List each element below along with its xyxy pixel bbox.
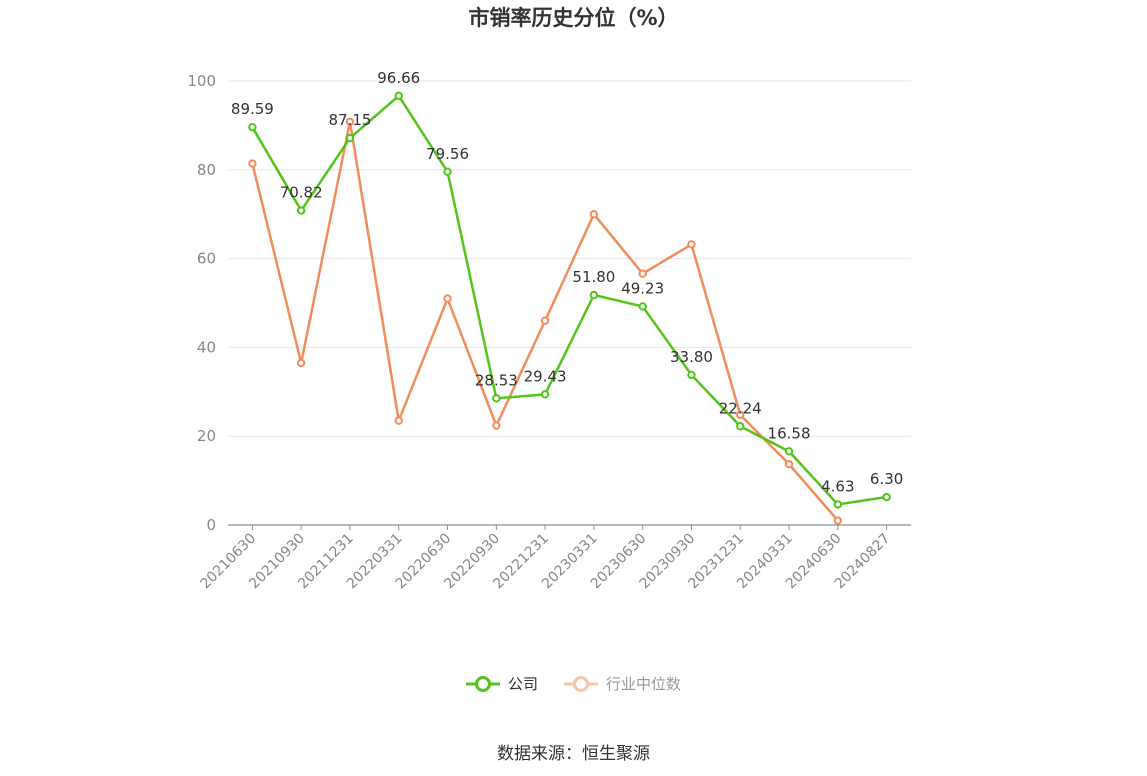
- data-label: 96.66: [377, 69, 420, 87]
- data-label: 89.59: [231, 100, 274, 118]
- data-point-0: [345, 133, 355, 143]
- data-point-0: [296, 206, 306, 215]
- data-point-0: [492, 394, 501, 403]
- data-label: 70.82: [280, 184, 323, 202]
- data-point-1: [296, 358, 306, 368]
- data-point-1: [540, 316, 550, 325]
- legend-label-company: 公司: [507, 675, 538, 693]
- data-label: 28.53: [475, 371, 518, 389]
- data-point-0: [736, 422, 745, 431]
- data-point-0: [882, 492, 891, 502]
- y-tick-label: 40: [197, 338, 216, 356]
- y-tick-label: 20: [197, 427, 216, 445]
- legend-label-industry-median: 行业中位数: [606, 675, 682, 693]
- data-label: 22.24: [719, 399, 762, 417]
- data-point-0: [589, 290, 599, 300]
- data-point-1: [687, 240, 696, 249]
- data-point-0: [443, 167, 452, 176]
- data-point-1: [492, 421, 501, 430]
- gridlines: [228, 80, 911, 437]
- data-point-1: [589, 210, 599, 219]
- data-point-1: [833, 516, 843, 525]
- y-tick-label: 100: [187, 72, 216, 90]
- data-label: 16.58: [768, 424, 811, 442]
- data-point-1: [443, 294, 452, 303]
- data-point-0: [540, 390, 550, 399]
- data-point-1: [736, 410, 745, 420]
- data-point-0: [687, 370, 696, 380]
- data-point-1: [248, 159, 257, 168]
- data-source: 数据来源：恒生聚源: [497, 744, 650, 764]
- data-label: 29.43: [524, 367, 567, 385]
- legend-item-industry-median[interactable]: 行业中位数: [564, 673, 681, 694]
- series: [248, 91, 891, 525]
- data-label: 51.80: [572, 268, 615, 286]
- axes: 0204060801002021063020210930202112312022…: [187, 72, 911, 592]
- y-tick-label: 0: [206, 516, 216, 534]
- data-point-1: [345, 117, 355, 127]
- series-line-0: [251, 94, 887, 506]
- legend-industry-marker-icon: [564, 675, 598, 692]
- data-label: 79.56: [426, 145, 469, 163]
- y-tick-label: 80: [197, 161, 216, 179]
- chart-title: 市销率历史分位（%）: [468, 6, 679, 30]
- data-point-1: [784, 459, 794, 469]
- legend-company-marker-icon: [465, 675, 500, 692]
- data-label: 49.23: [621, 279, 664, 297]
- data-point-0: [833, 500, 843, 509]
- data-point-0: [248, 123, 257, 132]
- data-label: 6.30: [870, 470, 903, 488]
- data-point-1: [394, 416, 403, 425]
- data-label: 87.15: [328, 111, 371, 129]
- data-labels: 89.59 70.82 87.15 96.66 79.56 28.53 29.43 51.80…: [231, 69, 903, 496]
- legend-item-company[interactable]: 公司: [465, 673, 538, 694]
- data-point-0: [394, 91, 403, 101]
- data-label: 4.63: [821, 477, 854, 495]
- data-label: 33.80: [670, 348, 713, 366]
- data-point-0: [784, 447, 794, 456]
- y-tick-label: 60: [197, 250, 216, 268]
- data-point-1: [638, 269, 647, 278]
- legend: 公司 行业中位数: [0, 673, 1147, 694]
- data-point-0: [638, 302, 647, 311]
